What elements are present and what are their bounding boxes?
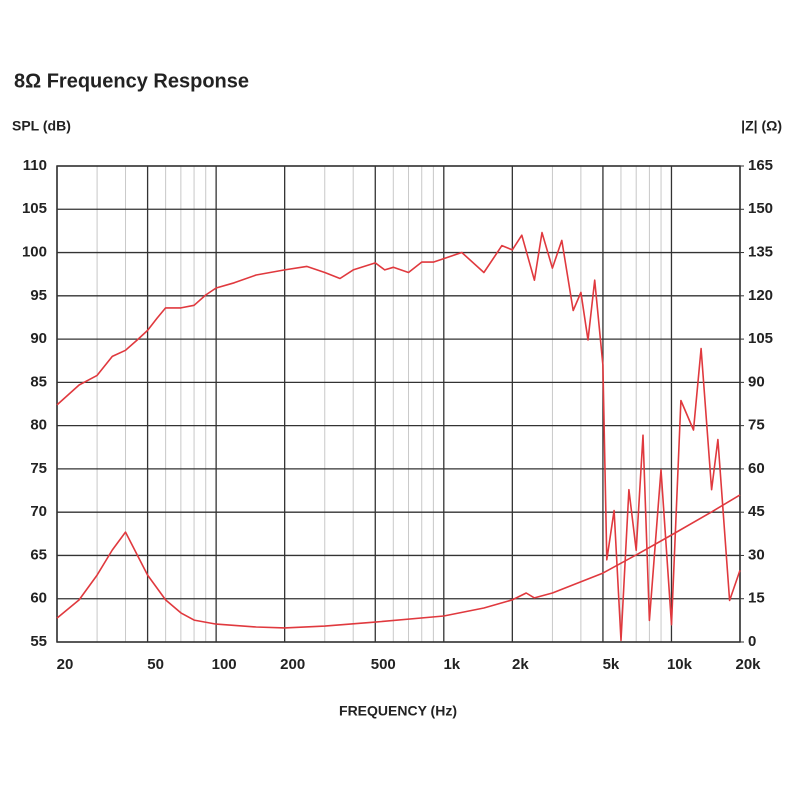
y-tick-label: 105 — [22, 200, 47, 217]
y-tick-label: 75 — [30, 460, 47, 477]
series-line — [56, 231, 741, 642]
y2-tick-label: 45 — [748, 503, 765, 520]
y2-tick-label: 135 — [748, 244, 773, 261]
y-tick-label: 80 — [30, 417, 47, 434]
y-tick-label: 65 — [30, 546, 47, 563]
y2-tick-label: 15 — [748, 590, 765, 607]
x-tick-label: 20k — [735, 656, 761, 673]
x-tick-label: 50 — [147, 656, 164, 673]
x-tick-label: 500 — [371, 656, 396, 673]
y-tick-label: 55 — [30, 633, 47, 650]
plot-frame — [56, 165, 741, 643]
y-tick-label: 70 — [30, 503, 47, 520]
series-line — [56, 494, 741, 629]
x-axis-label: FREQUENCY (Hz) — [339, 703, 457, 719]
y-tick-label: 85 — [30, 373, 47, 390]
y-tick-label: 60 — [30, 590, 47, 607]
y2-tick-label: 90 — [748, 373, 765, 390]
y2-tick-label: 120 — [748, 287, 773, 304]
y2-tick-label: 75 — [748, 417, 765, 434]
x-tick-label: 200 — [280, 656, 305, 673]
x-tick-label: 20 — [57, 656, 74, 673]
x-tick-label: 5k — [603, 656, 620, 673]
y2-axis-label: |Z| (Ω) — [741, 118, 782, 134]
y-tick-label: 100 — [22, 244, 47, 261]
y2-tick-label: 165 — [748, 157, 773, 174]
y-axis-label: SPL (dB) — [12, 118, 71, 134]
y2-tick-label: 105 — [748, 330, 773, 347]
y2-tick-label: 30 — [748, 546, 765, 563]
y2-tick-label: 0 — [748, 633, 756, 650]
y-tick-label: 110 — [23, 157, 47, 174]
y2-tick-label: 60 — [748, 460, 765, 477]
x-tick-label: 2k — [512, 656, 529, 673]
x-tick-label: 1k — [443, 656, 460, 673]
y2-tick-label: 150 — [748, 200, 773, 217]
y-tick-label: 95 — [30, 287, 47, 304]
x-tick-label: 100 — [212, 656, 237, 673]
chart-title: 8Ω Frequency Response — [14, 70, 249, 92]
x-tick-label: 10k — [667, 656, 693, 673]
y-tick-label: 90 — [30, 330, 47, 347]
